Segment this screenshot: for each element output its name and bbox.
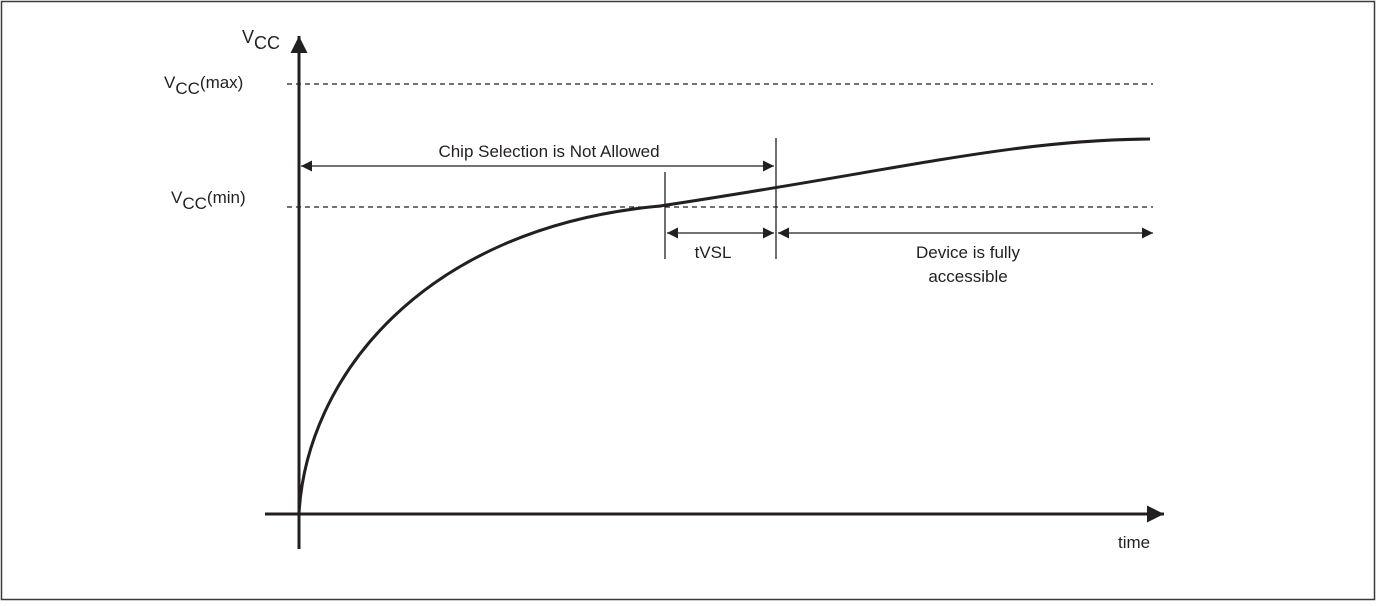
device-accessible-line1: Device is fully <box>916 243 1020 262</box>
vcc-max-label: VCC(max) <box>164 73 243 98</box>
tvsl-label: tVSL <box>695 243 732 262</box>
vcc-min-label: VCC(min) <box>171 188 246 213</box>
device-accessible-line2: accessible <box>928 267 1007 286</box>
chip-selection-label: Chip Selection is Not Allowed <box>438 142 659 161</box>
vcc-curve <box>297 137 1151 515</box>
y-axis-label: VCC <box>242 27 280 53</box>
x-axis-label: time <box>1118 533 1150 552</box>
